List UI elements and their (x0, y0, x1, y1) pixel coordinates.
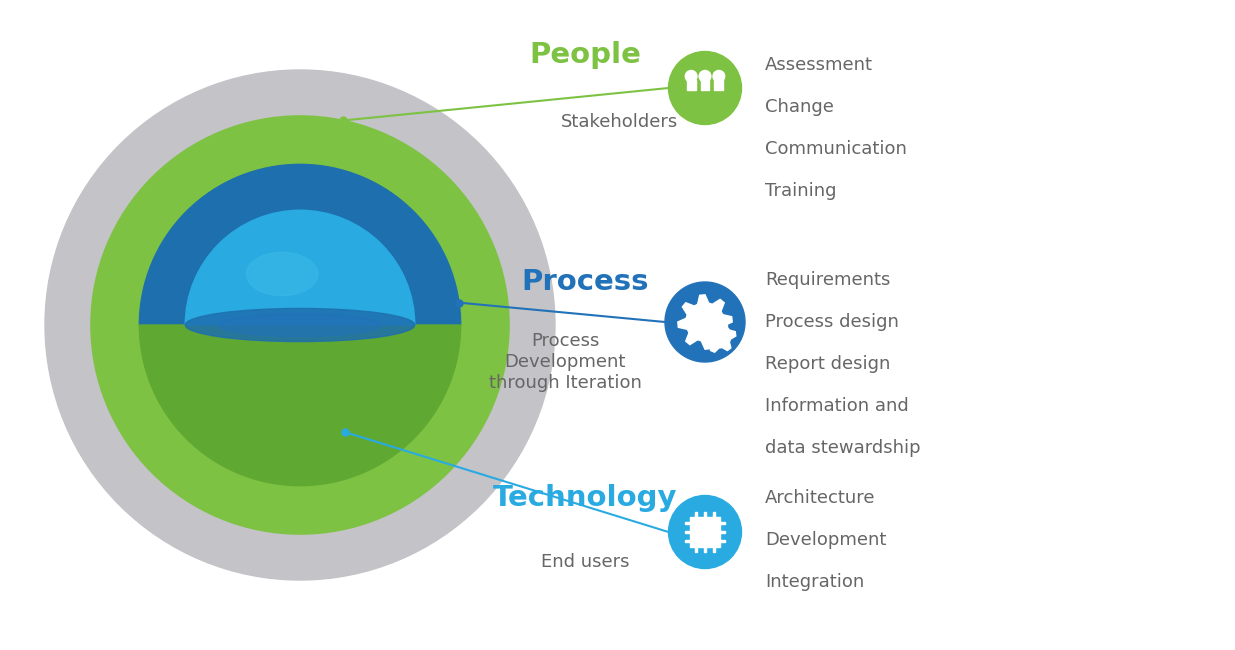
Bar (720, 531, 725, 533)
Text: Process
Development
through Iteration: Process Development through Iteration (489, 332, 641, 391)
Text: Architecture: Architecture (764, 489, 876, 507)
Bar (713, 547, 715, 552)
Text: Change: Change (764, 98, 834, 116)
Text: Process: Process (521, 268, 648, 296)
Bar (697, 523, 714, 541)
Text: Requirements: Requirements (764, 271, 890, 289)
Bar (685, 531, 690, 533)
Bar (687, 79, 695, 90)
Text: Stakeholders: Stakeholders (562, 113, 678, 131)
Bar (700, 79, 709, 90)
Bar (713, 512, 715, 517)
Text: Report design: Report design (764, 355, 890, 373)
Bar (704, 512, 706, 517)
Text: Process design: Process design (764, 313, 899, 331)
Text: Communication: Communication (764, 140, 906, 158)
Text: Technology: Technology (493, 484, 677, 512)
Bar (685, 540, 690, 542)
Circle shape (685, 70, 697, 82)
Bar (720, 540, 725, 542)
Circle shape (668, 51, 741, 125)
Bar (685, 522, 690, 525)
Bar (695, 512, 698, 517)
Circle shape (697, 313, 714, 331)
Text: Assessment: Assessment (764, 56, 873, 74)
Circle shape (668, 495, 741, 569)
Circle shape (44, 70, 555, 580)
Circle shape (699, 70, 711, 82)
Text: Training: Training (764, 182, 836, 200)
Text: data stewardship: data stewardship (764, 439, 920, 457)
Text: Integration: Integration (764, 573, 864, 591)
Bar (690, 517, 720, 547)
Ellipse shape (247, 252, 317, 296)
Text: End users: End users (541, 553, 630, 571)
Polygon shape (703, 320, 736, 352)
Circle shape (664, 282, 745, 362)
Text: Development: Development (764, 531, 887, 549)
Wedge shape (185, 210, 415, 325)
Wedge shape (140, 164, 461, 325)
Bar (720, 522, 725, 525)
Text: People: People (529, 41, 641, 69)
Bar (704, 547, 706, 552)
Ellipse shape (219, 313, 382, 337)
Text: Information and: Information and (764, 397, 909, 415)
Bar (695, 547, 698, 552)
Ellipse shape (185, 309, 415, 342)
Circle shape (713, 70, 725, 82)
Polygon shape (678, 295, 732, 349)
Circle shape (91, 116, 509, 534)
Bar (715, 79, 724, 90)
Circle shape (714, 331, 724, 341)
Wedge shape (140, 325, 461, 486)
